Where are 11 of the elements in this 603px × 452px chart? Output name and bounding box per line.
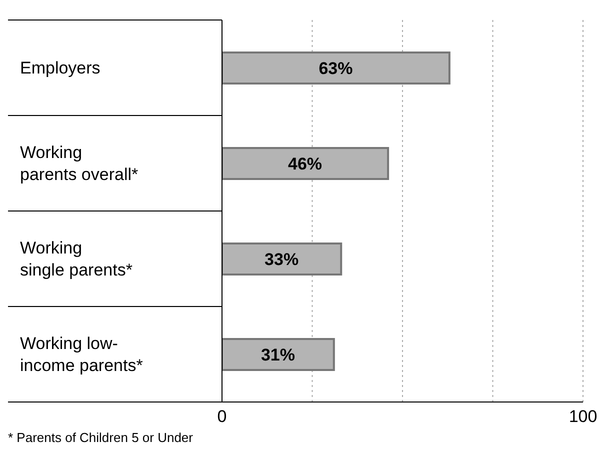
data-label: 33% [264,250,299,270]
y-tick-label: Employers [20,58,100,78]
y-tick-label: Working parents overall* [20,143,139,184]
text: * Parents of Children 5 or Under [8,430,193,445]
data-label: 31% [260,346,295,365]
x-tick-label: 100 [568,407,598,426]
data-label: 63% [318,59,353,78]
data-label: 46% [288,154,322,174]
y-tick-label: Working low- income parents* [20,334,144,376]
y-tick-label: Working single parents* [20,238,133,280]
x-tick-label: 0 [217,407,227,426]
